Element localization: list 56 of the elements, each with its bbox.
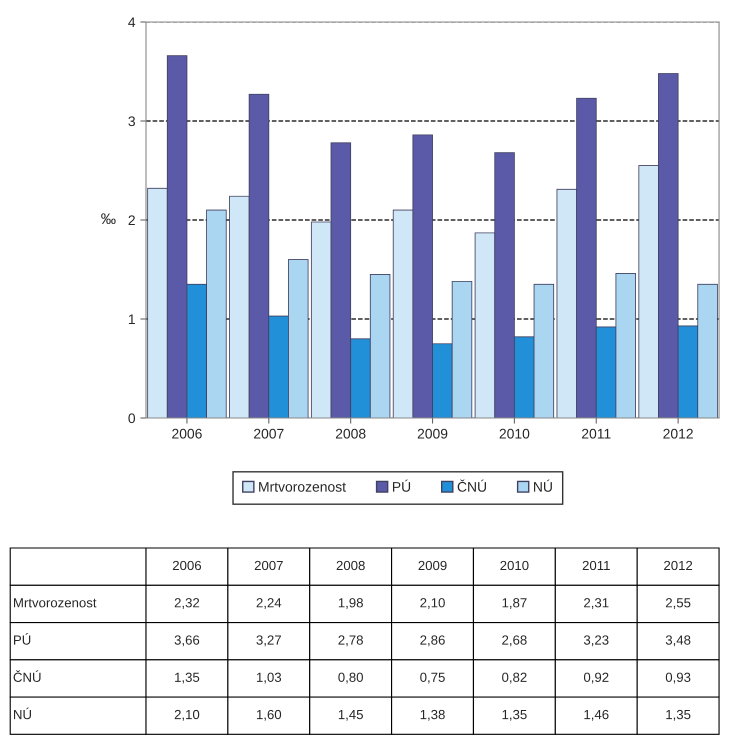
y-tick-label: 2 xyxy=(128,215,135,226)
text: PÚ xyxy=(14,633,30,645)
data-label: 0,75 xyxy=(420,672,445,684)
data-label: 2,24 xyxy=(256,598,282,609)
data-label: 2,32 xyxy=(174,598,200,609)
data-label: 1,35 xyxy=(175,672,200,684)
category-label: 2011 xyxy=(582,560,610,570)
data-label: 2,10 xyxy=(174,710,200,721)
data-label: 2,68 xyxy=(502,635,527,646)
x-tick-label: 2012 xyxy=(663,428,693,439)
data-label: 1,98 xyxy=(338,598,363,609)
data-label: 2,86 xyxy=(420,635,445,646)
data-label: 1,35 xyxy=(666,710,690,721)
category-label: 2008 xyxy=(336,560,365,570)
data-label: 2,78 xyxy=(338,635,363,646)
category-label: 2012 xyxy=(664,560,692,570)
legend-label: ČNÚ xyxy=(458,479,486,492)
y-tick-label: 3 xyxy=(128,116,135,126)
data-label: 2,55 xyxy=(666,598,690,609)
data-label: 3,23 xyxy=(584,635,609,646)
y-tick-label: 0 xyxy=(128,413,136,424)
text: NÚ xyxy=(14,708,31,720)
legend-label: NÚ xyxy=(534,480,552,492)
data-label: 0,93 xyxy=(666,672,690,684)
x-tick-label: 2010 xyxy=(500,428,530,439)
y-tick-label: 4 xyxy=(128,17,136,28)
data-label: 1,46 xyxy=(584,710,609,721)
data-label: 1,45 xyxy=(338,710,363,721)
data-label: 2,10 xyxy=(420,598,445,609)
x-tick-label: 2009 xyxy=(418,428,448,439)
data-label: 0,82 xyxy=(502,672,527,684)
x-tick-label: 2007 xyxy=(254,428,284,439)
data-label: 1,87 xyxy=(502,598,527,609)
category-label: 2010 xyxy=(500,560,529,570)
y-tick-label: 1 xyxy=(128,314,135,324)
x-tick-label: 2008 xyxy=(336,428,366,439)
category-label: 2007 xyxy=(254,560,283,570)
legend-label: Mrtvorozenost xyxy=(259,482,346,492)
data-label: 0,92 xyxy=(584,672,608,684)
text: Mrtvorozenost xyxy=(14,598,96,608)
data-label: 1,03 xyxy=(256,672,282,684)
category-label: 2006 xyxy=(172,560,202,570)
text: ČNÚ xyxy=(14,670,41,682)
legend-label: PÚ xyxy=(392,480,410,492)
data-label: 3,48 xyxy=(666,635,690,646)
data-label: 3,27 xyxy=(256,635,281,646)
x-tick-label: 2006 xyxy=(172,428,202,439)
y-axis-title: ‰ xyxy=(101,213,116,224)
data-label: 1,60 xyxy=(256,710,282,721)
category-label: 2009 xyxy=(418,560,447,570)
data-label: 2,31 xyxy=(584,598,608,609)
data-label: 3,66 xyxy=(174,635,200,646)
data-label: 1,35 xyxy=(502,710,527,721)
data-label: 1,38 xyxy=(420,710,445,721)
data-label: 0,80 xyxy=(338,672,363,684)
x-tick-label: 2011 xyxy=(582,428,611,439)
